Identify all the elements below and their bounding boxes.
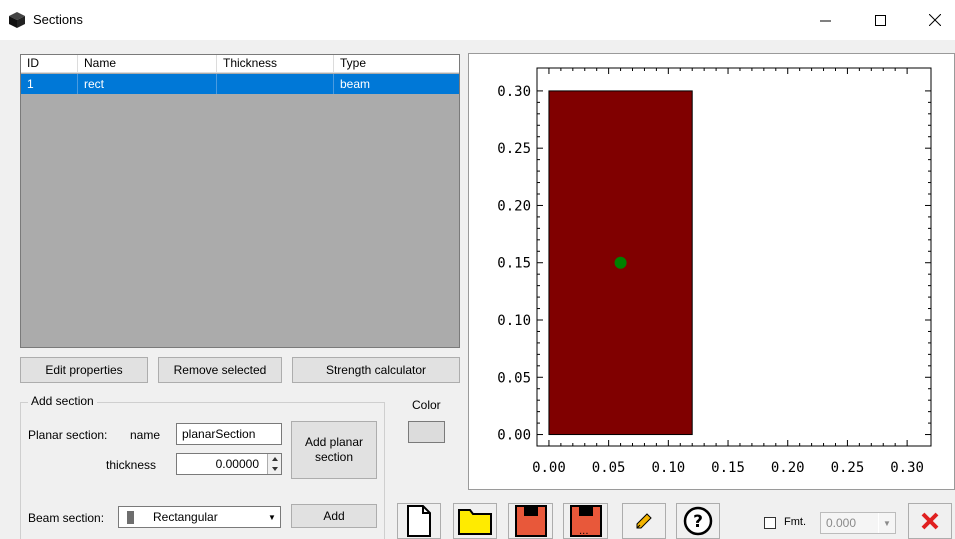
- title-bar: Sections: [0, 0, 955, 40]
- spin-down-icon: [272, 467, 278, 471]
- svg-text:?: ?: [693, 512, 703, 532]
- add-planar-section-button[interactable]: Add planar section: [291, 421, 377, 479]
- y-tick-label: 0.15: [497, 256, 531, 272]
- name-input[interactable]: planarSection: [176, 423, 282, 445]
- x-tick-label: 0.00: [532, 460, 566, 476]
- column-header-id[interactable]: ID: [21, 55, 78, 73]
- edit-properties-button[interactable]: Edit properties: [20, 357, 148, 383]
- cube-app-icon: [9, 12, 25, 28]
- sections-list[interactable]: ID Name Thickness Type 1 rect beam: [20, 54, 460, 348]
- fmt-value: 0.000: [826, 516, 857, 530]
- column-header-thickness[interactable]: Thickness: [217, 55, 334, 73]
- save-as-button[interactable]: ...: [563, 503, 608, 539]
- cancel-button[interactable]: [908, 503, 952, 539]
- add-section-title: Add section: [28, 394, 97, 408]
- y-tick-label: 0.30: [497, 84, 531, 100]
- thickness-input[interactable]: 0.00000: [176, 453, 282, 475]
- y-tick-label: 0.00: [497, 428, 531, 444]
- edit-button[interactable]: [622, 503, 666, 539]
- name-label: name: [130, 428, 161, 442]
- close-icon: [929, 14, 941, 26]
- fmt-label: Fmt.: [784, 516, 806, 528]
- add-section-group: [20, 402, 385, 539]
- plot-frame: [536, 67, 932, 447]
- save-as-icon: ...: [569, 505, 602, 537]
- save-icon: [514, 505, 547, 537]
- y-tick-label: 0.25: [497, 141, 531, 157]
- cell-id: 1: [21, 74, 78, 94]
- new-file-icon: [407, 505, 431, 537]
- fmt-chevron-down-icon: ▼: [878, 513, 895, 533]
- centroid-point: [614, 256, 627, 269]
- help-button[interactable]: ?: [676, 503, 720, 539]
- svg-text:...: ...: [579, 526, 589, 537]
- add-button[interactable]: Add: [291, 504, 377, 528]
- y-tick-label: 0.10: [497, 313, 531, 329]
- chevron-down-icon: ▼: [263, 507, 280, 527]
- x-tick-label: 0.15: [711, 460, 745, 476]
- open-folder-button[interactable]: [453, 503, 497, 539]
- beam-section-value: Rectangular: [153, 510, 218, 524]
- fmt-checkbox[interactable]: [764, 517, 776, 529]
- close-button[interactable]: [912, 0, 955, 40]
- list-header: ID Name Thickness Type: [21, 55, 459, 73]
- pencil-icon: [636, 513, 652, 529]
- x-tick-label: 0.20: [771, 460, 805, 476]
- x-tick-label: 0.05: [592, 460, 626, 476]
- y-tick-label: 0.20: [497, 198, 531, 214]
- minimize-icon: [819, 20, 831, 21]
- beam-section-label: Beam section:: [28, 511, 105, 525]
- beam-section-select[interactable]: Rectangular ▼: [118, 506, 281, 528]
- section-plot: 0.00 0.05 0.10 0.15 0.20 0.25 0.30 0.00 0.05 0.10…: [468, 53, 955, 490]
- new-file-button[interactable]: [397, 503, 441, 539]
- x-tick-label: 0.10: [651, 460, 685, 476]
- cell-thickness: [217, 74, 334, 94]
- minimize-button[interactable]: [802, 0, 848, 40]
- color-picker[interactable]: [408, 421, 445, 443]
- cell-type: beam: [340, 77, 371, 91]
- section-chart: 0.00 0.05 0.10 0.15 0.20 0.25 0.30 0.00 0.05 0.10…: [497, 67, 932, 476]
- remove-selected-button[interactable]: Remove selected: [158, 357, 282, 383]
- maximize-button[interactable]: [857, 0, 903, 40]
- column-header-name[interactable]: Name: [78, 55, 217, 73]
- rectangle-shape-icon: [127, 511, 134, 524]
- fmt-select[interactable]: 0.000 ▼: [820, 512, 896, 534]
- column-header-type[interactable]: Type: [340, 56, 367, 70]
- planar-section-label: Planar section:: [28, 428, 108, 442]
- color-label: Color: [412, 398, 441, 412]
- save-button[interactable]: [508, 503, 553, 539]
- window-title: Sections: [33, 12, 83, 27]
- red-x-icon: [921, 512, 939, 530]
- x-tick-label: 0.30: [890, 460, 924, 476]
- x-tick-label: 0.25: [831, 460, 865, 476]
- thickness-label: thickness: [106, 458, 157, 472]
- strength-calculator-button[interactable]: Strength calculator: [292, 357, 460, 383]
- cell-name: rect: [78, 74, 217, 94]
- maximize-icon: [874, 14, 886, 26]
- spin-up-icon: [272, 457, 278, 461]
- y-tick-label: 0.05: [497, 370, 531, 386]
- help-icon: ?: [683, 506, 713, 536]
- folder-icon: [458, 509, 492, 535]
- table-row[interactable]: 1 rect beam: [21, 74, 459, 94]
- thickness-spinner[interactable]: [267, 454, 281, 474]
